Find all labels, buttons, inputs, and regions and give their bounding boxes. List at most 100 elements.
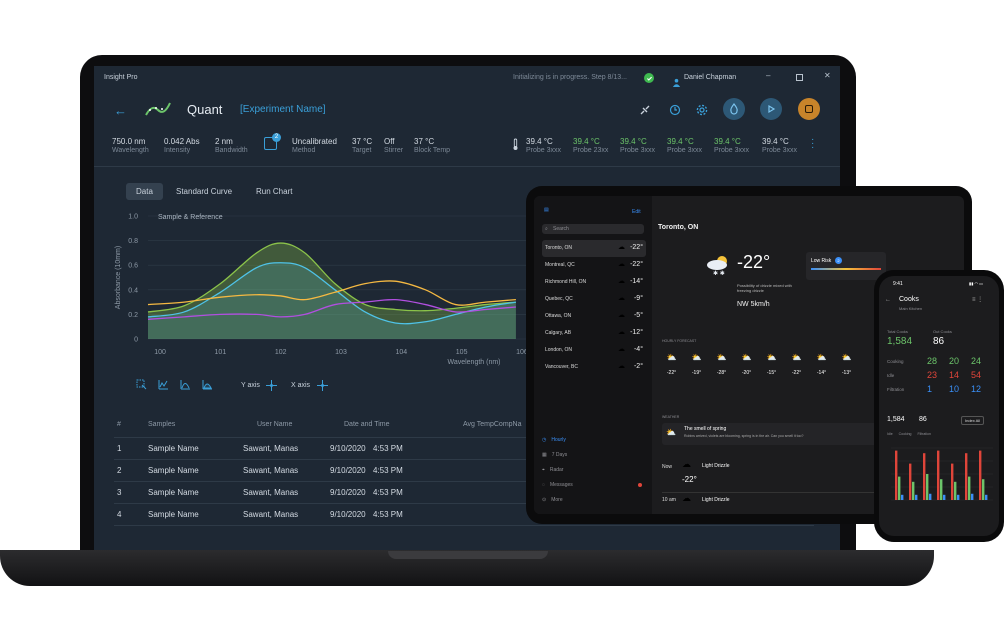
table-header-cell[interactable]: User Name (257, 421, 293, 428)
laptop-notch (388, 551, 548, 559)
edit-button[interactable]: Edit (632, 209, 641, 215)
timer-icon[interactable] (669, 103, 681, 121)
x-axis-title: Wavelength (nm) (447, 359, 500, 366)
table-row[interactable]: 2 Sample Name Sawant, Manas 9/10/2020 4:… (117, 466, 403, 475)
nav-radar[interactable]: ⌖ Radar (542, 466, 564, 473)
x-axis-move-icon[interactable] (316, 379, 329, 397)
stat-method: Uncalibrated Method (292, 137, 337, 154)
city-row[interactable]: Quebec, QC ☁ -9° (545, 295, 643, 302)
drop-icon (730, 103, 738, 115)
hourly-item: ⛅ -15° (762, 353, 781, 376)
phone-filter-icon[interactable]: ≡ ⋮ (972, 297, 984, 303)
tab-data[interactable]: Data (126, 183, 163, 200)
stat-stirrer: Off Stirrer (384, 137, 404, 154)
more-options-icon[interactable]: · · · (811, 134, 815, 153)
city-row[interactable]: Richmond Hill, ON ☁ -14° (545, 278, 643, 285)
page-title: Quant (187, 102, 223, 117)
probe-5: 39.4 °C Probe 3xxx (714, 137, 750, 154)
hourly-weather-icon: ⛅ (816, 353, 827, 362)
tab-standard-curve[interactable]: Standard Curve (176, 187, 233, 196)
close-icon[interactable]: ✕ (824, 71, 831, 80)
status-text: Initializing is in progress. Step 8/13..… (513, 74, 628, 81)
index-dropdown[interactable]: Index All (961, 416, 985, 425)
calendar-icon: ▦ (542, 451, 547, 458)
table-row[interactable]: 1 Sample Name Sawant, Manas 9/10/2020 4:… (117, 444, 403, 453)
bar (982, 479, 985, 500)
phone-title: Cooks (899, 296, 919, 303)
experiment-name[interactable]: [Experiment Name] (240, 104, 326, 115)
forecast-row[interactable]: 10 am ☁ Light Drizzle (662, 492, 952, 504)
city-row[interactable]: Ottawa, ON ☁ -5° (545, 312, 643, 319)
bar (940, 479, 943, 500)
probe-6: 39.4 °C Probe 3xxx (762, 137, 798, 154)
bar (912, 481, 915, 500)
y-tick-label: 0 (134, 337, 138, 344)
method-calibration-icon[interactable]: 2 (264, 133, 281, 150)
table-row[interactable]: 4 Sample Name Sawant, Manas 9/10/2020 4:… (117, 510, 403, 519)
stop-button[interactable] (798, 98, 820, 120)
snow-cloud-icon: ✱ ✱ (704, 254, 732, 281)
bar (895, 450, 898, 500)
plug-icon[interactable] (639, 103, 651, 121)
hourly-weather-icon: ⛅ (791, 353, 802, 362)
back-arrow-icon[interactable]: ← (114, 103, 127, 118)
table-header-cell[interactable]: Avg TempCompNa (463, 421, 522, 428)
y-axis-move-icon[interactable] (265, 379, 278, 397)
city-row[interactable]: Calgary, AB ☁ -12° (545, 329, 643, 336)
series-line (147, 242, 516, 313)
hourly-item: ⛅ -22° (662, 353, 681, 376)
phone-back-icon[interactable]: ← (885, 297, 891, 303)
weather-icon: ☁ (618, 261, 625, 268)
method-badge: 2 (272, 133, 281, 142)
city-row[interactable]: Vancouver, BC ☁ -2° (545, 363, 643, 370)
table-header-cell[interactable]: Date and Time (344, 421, 390, 428)
table-divider (114, 437, 814, 438)
maximize-icon[interactable] (796, 74, 803, 81)
probe-2: 39.4 °C Probe 23xx (573, 137, 609, 154)
city-row[interactable]: London, ON ☁ -4° (545, 346, 643, 353)
drop-button[interactable] (723, 98, 745, 120)
table-row[interactable]: 3 Sample Name Sawant, Manas 9/10/2020 4:… (117, 488, 403, 497)
probe-4: 39.4 °C Probe 3xxx (667, 137, 703, 154)
nav-more[interactable]: ⊙ More (542, 496, 563, 503)
out-cooks-value: 86 (933, 336, 945, 347)
run-button[interactable] (760, 98, 782, 120)
city-row[interactable]: Toronto, ON ☁ -22° (542, 240, 646, 257)
chart-type-3-icon[interactable] (202, 379, 213, 390)
table-header-cell[interactable]: Samples (148, 421, 176, 428)
settings-gear-icon[interactable] (696, 103, 708, 121)
city-row[interactable]: Montreal, QC ☁ -22° (545, 261, 643, 268)
current-temp: -22° (737, 252, 771, 272)
tab-run-chart[interactable]: Run Chart (256, 187, 293, 196)
user-name[interactable]: Daniel Chapman (684, 74, 737, 81)
hourly-item: ⛅ -28° (712, 353, 731, 376)
weather-location: Toronto, ON (658, 224, 699, 231)
table-header-cell[interactable]: # (117, 421, 121, 428)
stat-wavelength: 750.0 nm Wavelength (112, 137, 149, 154)
weather-icon: ☁ (618, 363, 625, 370)
minimize-icon[interactable]: – (766, 71, 771, 80)
bar (926, 474, 929, 500)
bar (951, 463, 954, 500)
chart-type-1-icon[interactable] (158, 379, 169, 390)
chart-type-2-icon[interactable] (180, 379, 191, 390)
hourly-item: ⛅ -19° (687, 353, 706, 376)
cooks-bar-chart (891, 447, 993, 501)
nav-7-days[interactable]: ▦ 7 Days (542, 451, 568, 458)
nav-hourly[interactable]: ◷ Hourly (542, 436, 566, 443)
sidebar-toggle-icon[interactable]: ▤ (544, 207, 549, 213)
hourly-weather-icon: ⛅ (741, 353, 752, 362)
x-tick-label: 102 (275, 349, 287, 356)
nav-messages[interactable]: ◌ Messages (542, 477, 646, 492)
unread-dot (638, 482, 642, 487)
select-tool-icon[interactable] (136, 379, 147, 390)
series-line (147, 280, 516, 306)
user-icon[interactable] (672, 74, 681, 92)
series-area (148, 262, 516, 339)
search-input[interactable]: ⌕ Search (542, 224, 644, 234)
hourly-label: HOURLY FORECAST (662, 339, 697, 343)
forecast-row[interactable]: Now ☁ Light Drizzle -22° (662, 459, 730, 484)
x-tick-label: 103 (335, 349, 347, 356)
mini-total: 1,584 (887, 416, 905, 423)
chart-title: Sample & Reference (158, 214, 223, 221)
